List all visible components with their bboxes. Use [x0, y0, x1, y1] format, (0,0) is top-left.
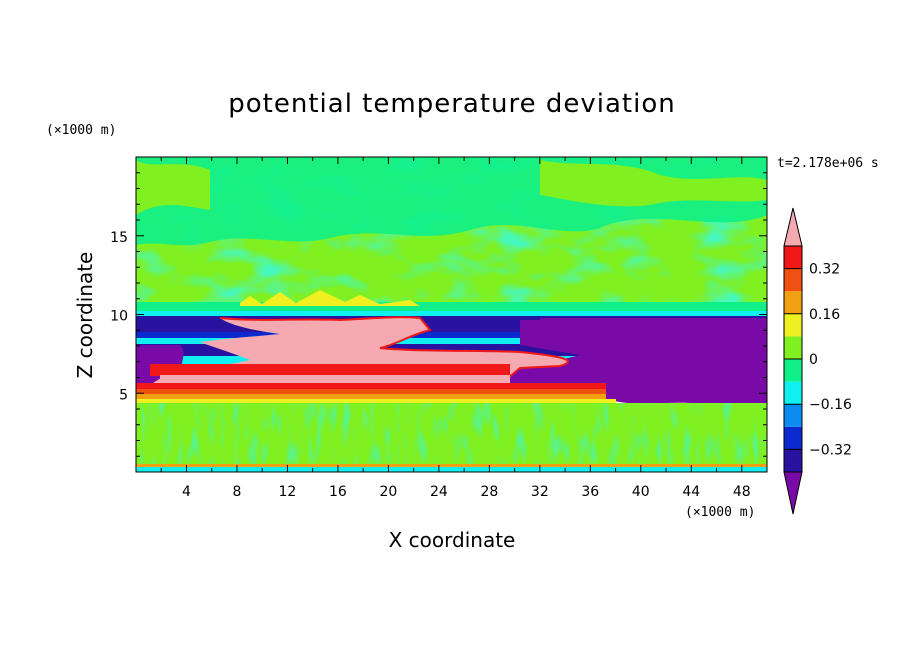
warm-band-orange: [136, 394, 606, 399]
contour-field: [136, 157, 767, 472]
colorbar-max-extend: [783, 207, 803, 247]
colorbar-swatch: [784, 381, 802, 405]
colorbar-swatch: [784, 313, 802, 337]
colorbar: 0.32 0.16 0 −0.16 −0.32: [783, 207, 852, 515]
colorbar-swatch: [784, 291, 802, 314]
colorbar-label: −0.16: [809, 397, 852, 413]
colorbar-min-extend: [783, 471, 803, 515]
warm-band-red: [150, 364, 510, 376]
cold-pool-upper: [540, 318, 767, 332]
warm-band-pink: [160, 375, 510, 383]
warm-band-yellow: [136, 399, 616, 403]
warm-band-red-2: [136, 383, 606, 389]
x-tick-label: 16: [329, 484, 347, 500]
colorbar-label: 0.16: [809, 307, 840, 323]
x-tick-label: 12: [279, 484, 297, 500]
y-axis-label: Z coordinate: [73, 252, 97, 379]
colorbar-swatch: [784, 336, 802, 359]
colorbar-swatch: [784, 426, 802, 450]
surface-cyan: [136, 467, 767, 472]
y-tick-label: 15: [110, 230, 128, 246]
x-tick-label: 28: [480, 484, 498, 500]
x-axis-label: X coordinate: [389, 528, 516, 552]
colorbar-swatch: [784, 404, 802, 427]
colorbar-label: −0.32: [809, 442, 852, 458]
time-label: t=2.178e+06 s: [777, 156, 879, 171]
y-axis-ticks: 5 10 15: [110, 172, 767, 457]
x-tick-label: 8: [232, 484, 241, 500]
chart-title: potential temperature deviation: [228, 89, 675, 119]
colorbar-label: 0: [809, 352, 818, 368]
colorbar-swatch: [784, 359, 802, 382]
x-tick-label: 44: [682, 484, 700, 500]
x-tick-label: 36: [581, 484, 599, 500]
warm-spikes: [240, 290, 420, 306]
lower-texture: [136, 403, 767, 472]
y-tick-label: 10: [110, 309, 128, 325]
warm-core-edge: [219, 316, 569, 386]
x-tick-label: 48: [733, 484, 751, 500]
colorbar-label: 0.32: [809, 262, 840, 278]
y-units-label: (×1000 m): [46, 123, 116, 138]
x-tick-label: 4: [182, 484, 191, 500]
cold-band-edge: [136, 332, 767, 338]
x-tick-label: 24: [430, 484, 448, 500]
y-tick-label: 5: [119, 387, 128, 403]
colorbar-swatch: [784, 449, 802, 472]
cold-band-9km: [136, 338, 767, 344]
colorbar-swatch: [784, 268, 802, 292]
x-tick-label: 32: [531, 484, 549, 500]
warm-band-orange-red: [136, 389, 606, 394]
surface-orange: [136, 464, 767, 467]
x-tick-label: 20: [379, 484, 397, 500]
upper-green-blob-2: [136, 160, 767, 215]
x-tick-label: 40: [632, 484, 650, 500]
band-10-2km: [136, 311, 767, 316]
band-10-5km: [136, 302, 767, 312]
x-axis-ticks: 4 8 12 16 20 24 28 32 36 40 44 48: [160, 157, 751, 500]
x-units-label: (×1000 m): [685, 505, 755, 520]
colorbar-swatch: [784, 246, 802, 269]
